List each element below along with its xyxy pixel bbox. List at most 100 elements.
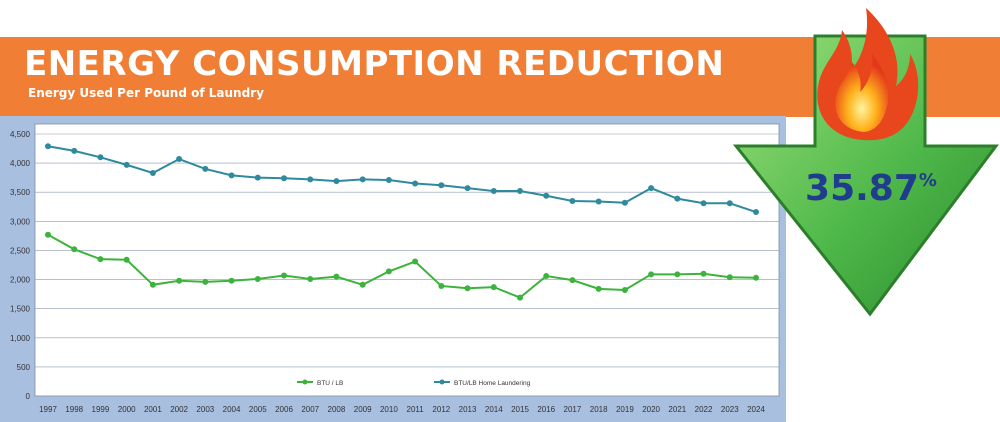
x-tick-label: 2008 <box>328 405 346 414</box>
data-point <box>307 275 314 282</box>
data-point <box>674 195 681 202</box>
data-point <box>359 176 366 183</box>
data-point <box>490 284 497 291</box>
x-tick-label: 2011 <box>407 405 425 414</box>
data-point <box>228 277 235 284</box>
x-tick-label: 1998 <box>65 405 83 414</box>
data-point <box>726 200 733 207</box>
reduction-percent: 35.87% <box>786 168 956 209</box>
data-point <box>753 209 759 216</box>
data-point <box>254 275 261 282</box>
data-point <box>45 231 51 238</box>
page-title: ENERGY CONSUMPTION REDUCTION <box>24 44 725 84</box>
y-tick-label: 4,500 <box>10 130 31 139</box>
data-point <box>700 270 707 277</box>
data-point <box>97 154 104 161</box>
data-point <box>700 200 707 207</box>
legend-marker <box>439 379 445 385</box>
x-tick-label: 2021 <box>668 405 686 414</box>
data-point <box>464 185 471 192</box>
reduction-value: 35.87 <box>805 168 919 209</box>
y-tick-label: 4,000 <box>10 159 31 168</box>
reduction-badge <box>732 8 999 317</box>
data-point <box>648 271 655 278</box>
data-point <box>438 182 445 189</box>
data-point <box>254 174 261 181</box>
data-point <box>45 143 51 150</box>
legend-marker <box>302 379 308 385</box>
x-tick-label: 1997 <box>39 405 57 414</box>
x-tick-label: 1999 <box>92 405 110 414</box>
gridlines <box>35 133 779 397</box>
data-point <box>517 294 523 301</box>
data-point <box>517 188 523 195</box>
y-tick-label: 3,000 <box>10 217 31 226</box>
x-tick-label: 2009 <box>354 405 372 414</box>
data-point <box>385 268 392 275</box>
data-point <box>412 258 419 265</box>
x-tick-label: 2001 <box>144 405 162 414</box>
data-point <box>543 273 550 280</box>
down-arrow-icon <box>732 34 999 317</box>
data-point <box>569 197 576 204</box>
y-tick-label: 2,000 <box>10 276 31 285</box>
data-point <box>149 281 156 288</box>
data-point <box>149 170 156 177</box>
x-tick-label: 2020 <box>642 405 660 414</box>
y-tick-label: 3,500 <box>10 188 31 197</box>
x-tick-label: 2004 <box>223 405 241 414</box>
x-tick-label: 2017 <box>564 405 582 414</box>
data-point <box>543 192 550 199</box>
legend: BTU / LB BTU/LB Home Laundering <box>297 379 531 387</box>
data-point <box>464 285 471 292</box>
x-tick-label: 2006 <box>275 405 293 414</box>
data-point <box>71 147 78 154</box>
y-tick-label: 0 <box>26 392 31 401</box>
x-axis-ticks: 1997 1998 1999 2000 2001 2002 2003 2004 2005 2006… <box>39 405 765 414</box>
data-point <box>385 176 392 183</box>
x-tick-label: 2023 <box>721 405 739 414</box>
x-tick-label: 2022 <box>695 405 713 414</box>
data-point <box>281 175 287 182</box>
x-tick-label: 2016 <box>537 405 555 414</box>
data-point <box>71 246 78 253</box>
data-point <box>307 176 314 183</box>
data-point <box>228 172 235 179</box>
data-point <box>333 178 340 185</box>
data-point <box>726 274 733 281</box>
x-tick-label: 2014 <box>485 405 503 414</box>
y-axis-ticks: 0 500 1,000 1,500 2,000 2,500 3,000 3,500 4,000 4… <box>10 130 31 401</box>
x-tick-label: 2019 <box>616 405 634 414</box>
data-point <box>490 188 497 195</box>
reduction-unit: % <box>918 170 937 191</box>
data-point <box>202 165 209 172</box>
x-tick-label: 2005 <box>249 405 267 414</box>
data-point <box>595 285 602 292</box>
data-point <box>123 161 130 168</box>
y-tick-label: 2,500 <box>10 246 31 255</box>
x-tick-label: 2007 <box>301 405 319 414</box>
x-tick-label: 2018 <box>590 405 608 414</box>
x-tick-label: 2002 <box>170 405 188 414</box>
data-point <box>412 180 419 187</box>
data-point <box>333 273 340 280</box>
data-point <box>621 287 628 294</box>
series-line-1 <box>47 233 757 299</box>
data-point <box>621 199 628 206</box>
legend-label: BTU/LB Home Laundering <box>454 380 531 387</box>
y-tick-label: 1,500 <box>10 305 31 314</box>
flame-icon <box>817 8 919 141</box>
data-point <box>438 282 445 289</box>
series-lines <box>45 143 759 301</box>
y-tick-label: 500 <box>17 363 31 372</box>
legend-label: BTU / LB <box>317 380 343 387</box>
data-point <box>123 256 130 263</box>
data-point <box>648 185 655 192</box>
data-point <box>569 277 576 284</box>
plot-area <box>34 123 780 397</box>
y-tick-label: 1,000 <box>10 334 31 343</box>
data-point <box>674 271 681 278</box>
data-point <box>753 274 759 281</box>
x-tick-label: 2003 <box>196 405 214 414</box>
data-point <box>176 277 183 284</box>
